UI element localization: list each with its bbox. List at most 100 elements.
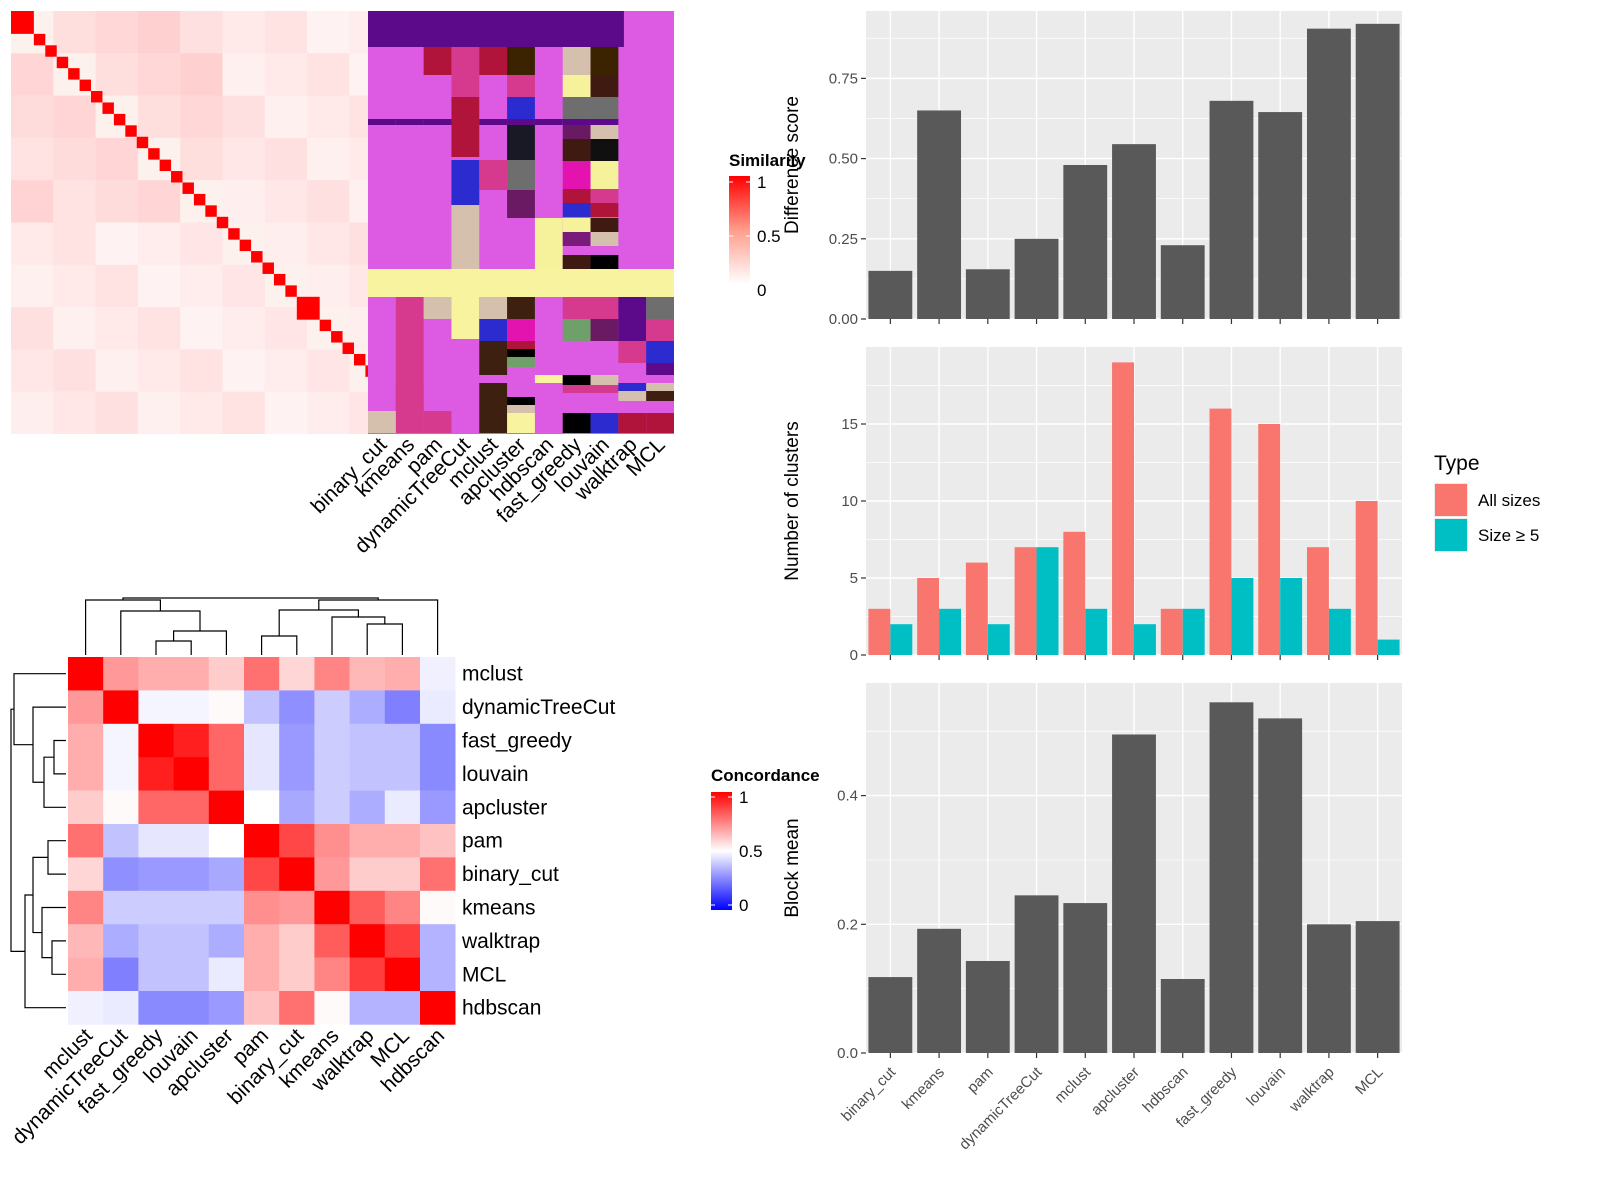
concordance-cell <box>349 824 386 858</box>
concordance-cell <box>349 857 386 892</box>
bar-all-sizes <box>1063 531 1086 655</box>
membership-cell <box>423 119 452 125</box>
membership-cell <box>507 190 535 218</box>
membership-cell <box>590 119 619 125</box>
concordance-cell <box>244 924 280 958</box>
concordance-cell <box>279 857 315 892</box>
type-legend-title: Type <box>1434 452 1480 475</box>
concordance-cell <box>103 657 139 691</box>
concordance-cell <box>138 924 174 958</box>
dendrogram-link <box>120 610 201 655</box>
membership-cell <box>507 405 535 413</box>
membership-cell <box>562 97 591 119</box>
similarity-bg-cell <box>95 53 138 96</box>
similarity-bg-cell <box>137 11 181 54</box>
row-dendrogram <box>10 673 66 1009</box>
concordance-cell <box>68 957 104 992</box>
similarity-bg-cell <box>137 222 181 265</box>
concordance-cell <box>208 991 245 1025</box>
y-tick-label: 15 <box>841 416 858 433</box>
dendrogram-link <box>51 940 66 975</box>
similarity-bg-cell <box>264 349 308 392</box>
y-tick-label: 0.25 <box>829 231 858 248</box>
similarity-diagonal-block <box>296 296 320 320</box>
similarity-bg-cell <box>180 349 223 392</box>
similarity-bg-cell <box>137 180 181 223</box>
concordance-cell <box>138 890 174 925</box>
membership-cell <box>618 383 647 391</box>
x-tick-label: louvain <box>1243 1064 1289 1110</box>
concordance-cell <box>68 991 104 1025</box>
membership-cell <box>562 218 591 232</box>
membership-cell <box>562 319 591 341</box>
concordance-cell <box>420 790 456 825</box>
concordance-cell <box>173 690 210 725</box>
concordance-cell <box>208 857 245 892</box>
membership-cell <box>646 383 674 391</box>
concordance-cell <box>173 890 210 925</box>
membership-cell <box>562 47 591 75</box>
concordance-cell <box>244 991 280 1025</box>
bar <box>1160 979 1205 1053</box>
y-tick-label: 10 <box>841 493 858 510</box>
similarity-bg-cell <box>11 137 54 181</box>
concordance-legend-title: Concordance <box>711 766 820 785</box>
concordance-cell <box>138 723 174 758</box>
similarity-diagonal-block <box>56 56 69 69</box>
concordance-row-label: pam <box>462 830 503 853</box>
similarity-bg-cell <box>137 307 181 350</box>
concordance-cell <box>384 757 421 791</box>
similarity-bg-cell <box>180 307 223 350</box>
membership-cell <box>562 119 591 125</box>
concordance-cell <box>173 991 210 1025</box>
bar <box>1160 245 1205 319</box>
membership-cell <box>507 349 535 357</box>
bar-all-sizes <box>1258 424 1281 655</box>
dendrogram-link <box>43 756 66 808</box>
membership-cell <box>423 297 452 319</box>
y-tick-label: 0.75 <box>829 70 858 87</box>
similarity-diagonal-block <box>228 228 240 240</box>
concordance-cell <box>384 690 421 725</box>
membership-cell <box>590 161 619 189</box>
concordance-cell <box>208 790 245 825</box>
membership-cell <box>534 375 563 383</box>
dendrogram-link <box>318 599 439 655</box>
concordance-cell <box>138 957 174 992</box>
concordance-cell <box>208 957 245 992</box>
similarity-legend-label: 1 <box>757 173 766 192</box>
similarity-diagonal-block <box>11 11 34 34</box>
membership-cell <box>534 119 563 125</box>
similarity-bg-cell <box>53 222 96 265</box>
membership-cell <box>368 119 396 125</box>
similarity-bg-cell <box>307 222 350 265</box>
concordance-row-label: mclust <box>462 663 523 686</box>
concordance-cell <box>279 690 315 725</box>
bar <box>1112 734 1156 1053</box>
similarity-bg-cell <box>222 264 265 308</box>
membership-cell <box>451 297 480 339</box>
membership-cell <box>562 189 591 203</box>
similarity-diagonal-block <box>102 102 114 114</box>
concordance-cell <box>420 690 456 725</box>
membership-cell <box>618 413 647 433</box>
concordance-cell <box>103 790 139 825</box>
similarity-legend-bar <box>729 176 750 284</box>
membership-cell <box>590 203 619 217</box>
membership-cell <box>590 232 619 246</box>
similarity-bg-cell <box>307 53 350 96</box>
concordance-cell <box>103 924 139 958</box>
dendrogram-link <box>53 739 66 775</box>
concordance-cell <box>68 757 104 791</box>
bar-all-sizes <box>917 578 940 655</box>
similarity-bg-cell <box>53 95 96 138</box>
y-tick-label: 0.2 <box>837 916 858 933</box>
y-tick-label: 5 <box>850 570 858 587</box>
x-tick-label: kmeans <box>899 1064 948 1113</box>
similarity-bg-cell <box>11 349 54 392</box>
similarity-bg-cell <box>11 180 54 223</box>
concordance-row-label: kmeans <box>462 897 536 920</box>
similarity-bg-cell <box>53 349 96 392</box>
concordance-cell <box>244 824 280 858</box>
concordance-cell <box>208 924 245 958</box>
